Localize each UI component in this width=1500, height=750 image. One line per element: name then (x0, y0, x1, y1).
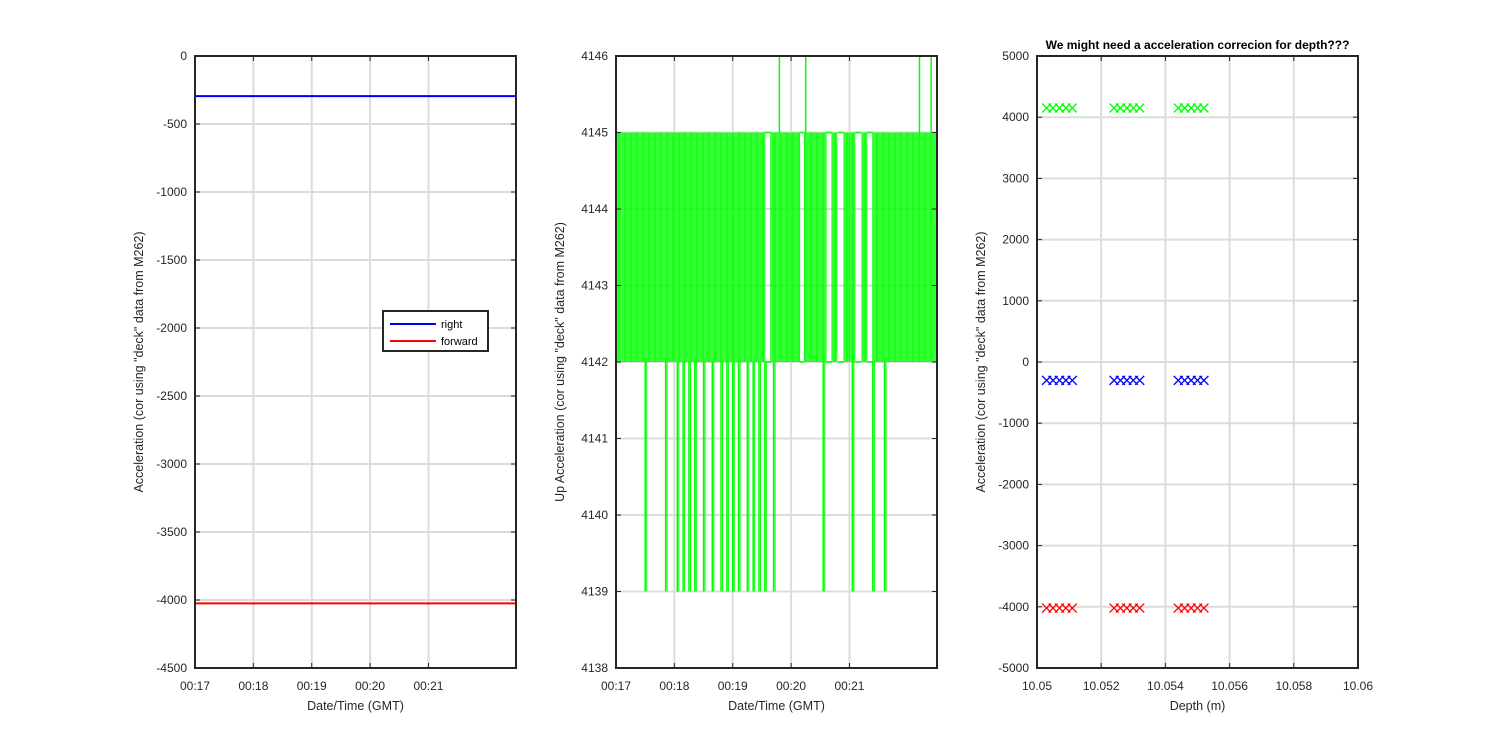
y-tick-label: 4145 (581, 126, 608, 140)
legend-label-right: right (441, 319, 462, 331)
x-tick-label: 00:18 (659, 679, 689, 693)
x-tick-label: 10.05 (1022, 679, 1052, 693)
x-tick-label: 10.054 (1147, 679, 1184, 693)
y-axis-label: Acceleration (cor using "deck" data from… (132, 231, 146, 492)
x-tick-label: 00:19 (297, 679, 327, 693)
y-tick-label: 1000 (1002, 294, 1029, 308)
scatter-series-right (1041, 375, 1209, 386)
scatter-marker (1067, 603, 1078, 613)
x-tick-label: 00:20 (355, 679, 385, 693)
y-tick-label: 4139 (581, 585, 608, 599)
tick-marks (1036, 55, 1359, 669)
x-tick-label: 00:18 (238, 679, 268, 693)
x-tick-label: 10.056 (1211, 679, 1248, 693)
y-tick-label: -500 (163, 117, 187, 131)
x-tick-label: 00:17 (601, 679, 631, 693)
legend-label-forward: forward (441, 336, 478, 348)
y-axis-label: Acceleration (cor using "deck" data from… (974, 231, 988, 492)
scatter-marker (1134, 603, 1145, 613)
y-axis-label: Up Acceleration (cor using "deck" data f… (553, 222, 567, 502)
axes-left-horizontal-acceleration: 00:17 00:18 00:19 00:20 00:21 0 -500 -1000 -1500… (132, 49, 517, 713)
chart-title: We might need a acceleration correcion f… (1046, 38, 1350, 52)
axes-box (194, 55, 517, 669)
x-axis-label: Depth (m) (1170, 699, 1226, 713)
y-tick-label: 0 (1022, 355, 1029, 369)
scatter-marker (1067, 375, 1078, 386)
x-tick-label: 10.06 (1343, 679, 1373, 693)
plot-area (195, 56, 516, 668)
y-tick-label: 5000 (1002, 49, 1029, 63)
x-axis-label: Date/Time (GMT) (307, 699, 404, 713)
y-tick-label: -1000 (998, 416, 1029, 430)
y-tick-label: 3000 (1002, 171, 1029, 185)
y-tick-label: 2000 (1002, 233, 1029, 247)
x-tick-label: 10.058 (1275, 679, 1312, 693)
y-tick-label: -2000 (998, 477, 1029, 491)
y-tick-label: 4142 (581, 355, 608, 369)
y-tick-label: -2500 (156, 389, 187, 403)
series-up-acceleration (615, 56, 937, 592)
y-tick-label: 4143 (581, 279, 608, 293)
y-tick-label: -5000 (998, 661, 1029, 675)
y-tick-label: 0 (180, 49, 187, 63)
scatter-marker (1198, 103, 1209, 113)
scatter-series-forward (1041, 603, 1209, 613)
x-tick-label: 00:19 (718, 679, 748, 693)
y-tick-label: -4500 (156, 661, 187, 675)
scatter-marker (1067, 103, 1078, 113)
y-tick-label: -1000 (156, 185, 187, 199)
axes-right-acceleration-vs-depth: 10.05 10.052 10.054 10.056 10.058 10.06 5000 40… (974, 38, 1373, 713)
y-tick-label: -2000 (156, 321, 187, 335)
y-tick-label: 4144 (581, 202, 608, 216)
axes-middle-up-acceleration: 00:17 00:18 00:19 00:20 00:21 4138 4139 4140 414… (553, 49, 938, 713)
y-tick-label: -3000 (156, 457, 187, 471)
y-tick-label: -3000 (998, 539, 1029, 553)
y-tick-label: -3500 (156, 525, 187, 539)
scatter-marker (1198, 603, 1209, 613)
x-tick-label: 00:20 (776, 679, 806, 693)
scatter-marker (1134, 375, 1145, 386)
tick-marks (615, 55, 937, 669)
y-tick-label: -1500 (156, 253, 187, 267)
x-tick-label: 00:17 (180, 679, 210, 693)
y-tick-label: 4146 (581, 49, 608, 63)
x-tick-label: 00:21 (834, 679, 864, 693)
y-tick-label: 4000 (1002, 110, 1029, 124)
scatter-marker (1134, 103, 1145, 113)
legend: right forward (382, 310, 489, 352)
x-tick-label: 10.052 (1083, 679, 1120, 693)
x-axis-label: Date/Time (GMT) (728, 699, 825, 713)
y-tick-label: 4138 (581, 661, 608, 675)
y-tick-label: 4140 (581, 508, 608, 522)
legend-box (382, 310, 489, 352)
scatter-marker (1198, 375, 1209, 386)
y-tick-label: -4000 (998, 600, 1029, 614)
scatter-series-up (1041, 103, 1209, 113)
x-tick-label: 00:21 (413, 679, 443, 693)
y-tick-label: -4000 (156, 593, 187, 607)
tick-marks (194, 55, 516, 669)
y-tick-label: 4141 (581, 432, 608, 446)
